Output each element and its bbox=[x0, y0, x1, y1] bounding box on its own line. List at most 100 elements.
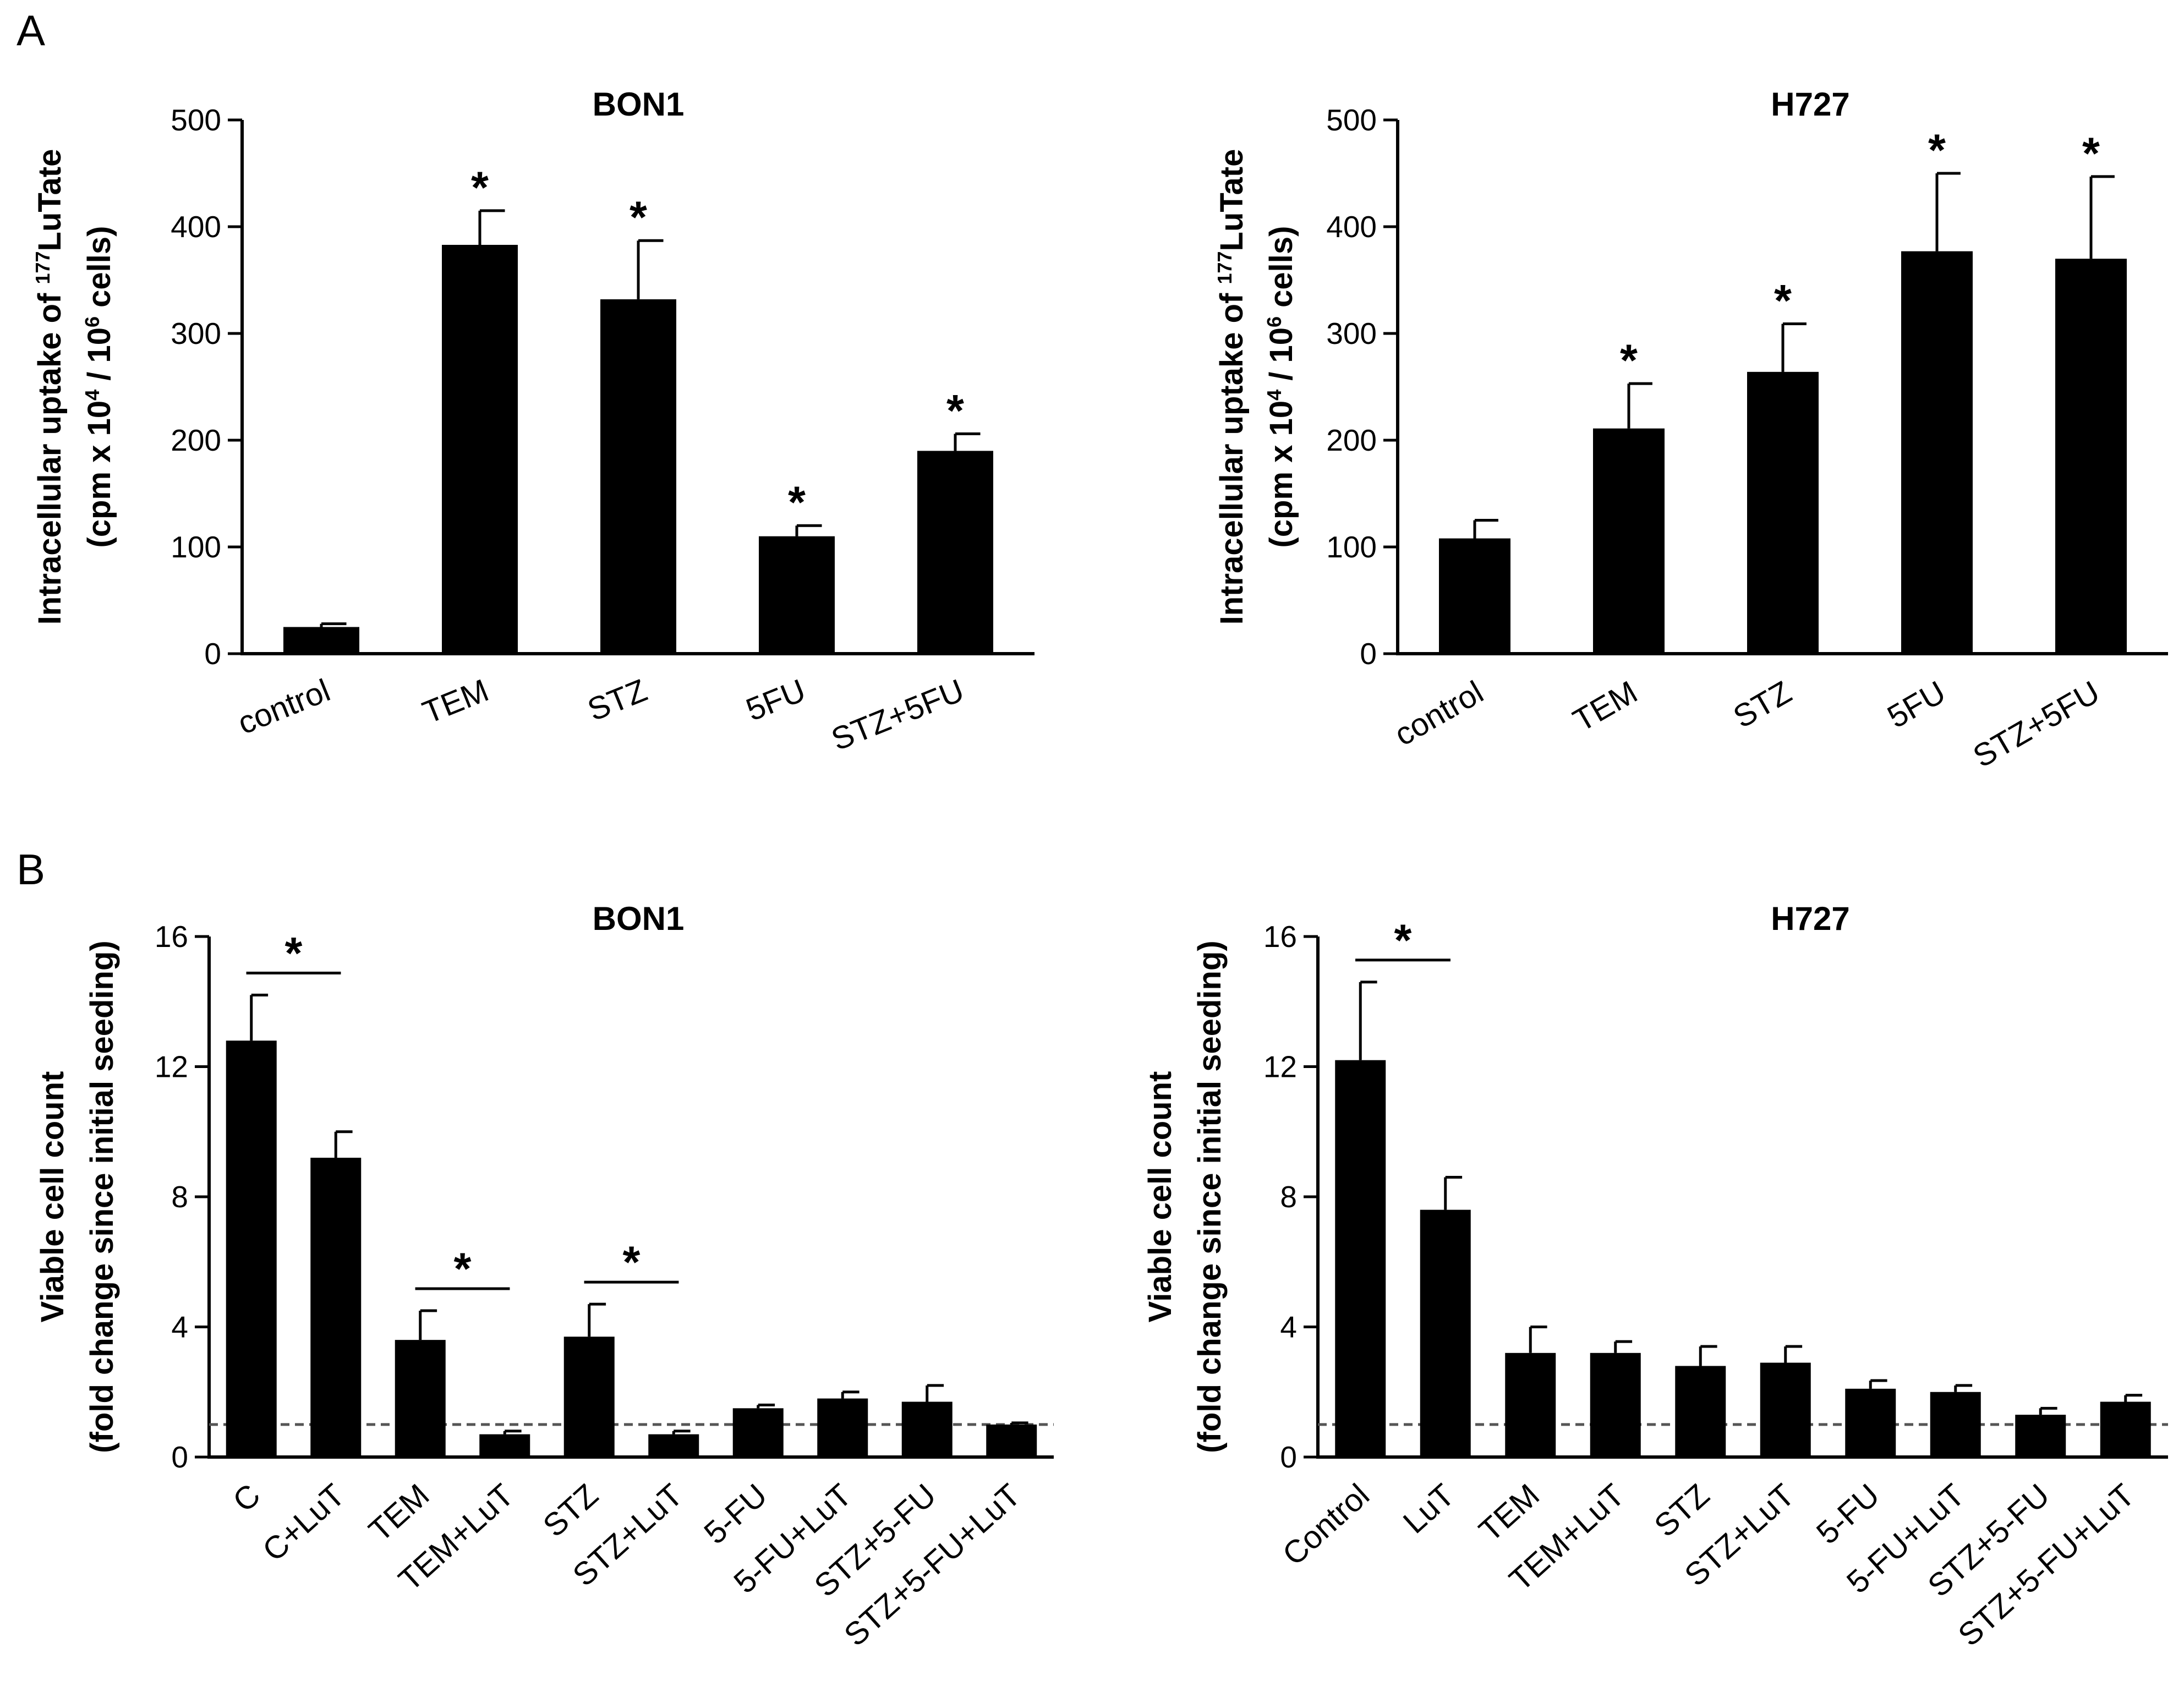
superscript: 6 bbox=[81, 316, 103, 327]
significance-star: * bbox=[1394, 916, 1412, 966]
label-text: (cpm x 10 bbox=[81, 401, 117, 548]
bar bbox=[395, 1340, 446, 1457]
bar bbox=[563, 1337, 615, 1457]
y-tick-label: 0 bbox=[171, 1440, 188, 1474]
y-axis-label-line2: (cpm x 104 / 106 cells) bbox=[1263, 226, 1300, 548]
y-tick-label: 16 bbox=[155, 919, 188, 954]
bar bbox=[2055, 259, 2127, 654]
bar bbox=[1335, 1060, 1386, 1457]
y-tick-label: 4 bbox=[171, 1310, 188, 1344]
superscript: 6 bbox=[1263, 316, 1285, 327]
significance-star: * bbox=[1774, 276, 1792, 326]
label-text: Intracellular uptake of bbox=[32, 284, 68, 625]
label-text: LuTate bbox=[1214, 149, 1250, 251]
chart-title: H727 bbox=[1771, 900, 1849, 937]
chart-title: BON1 bbox=[593, 86, 685, 123]
x-category-label: LuT bbox=[1397, 1477, 1462, 1540]
bar bbox=[600, 299, 676, 654]
bar bbox=[917, 451, 993, 654]
label-text: cells) bbox=[1263, 226, 1299, 316]
y-tick-label: 300 bbox=[1326, 316, 1377, 351]
y-tick-label: 0 bbox=[1280, 1440, 1297, 1474]
bar bbox=[226, 1041, 277, 1457]
label-text: Intracellular uptake of bbox=[1214, 284, 1250, 625]
significance-star: * bbox=[788, 478, 806, 528]
bar bbox=[817, 1398, 868, 1457]
y-axis-label-line2: (fold change since initial seeding) bbox=[1192, 940, 1228, 1453]
bar bbox=[759, 536, 835, 654]
significance-star: * bbox=[1620, 336, 1638, 386]
bar bbox=[1675, 1366, 1726, 1457]
bar bbox=[1747, 371, 1819, 654]
label-text: LuTate bbox=[32, 149, 68, 251]
significance-star: * bbox=[454, 1244, 472, 1294]
y-tick-label: 100 bbox=[1326, 530, 1377, 564]
superscript: 4 bbox=[81, 390, 103, 401]
bar bbox=[479, 1434, 530, 1457]
significance-star: * bbox=[946, 386, 964, 436]
significance-star: * bbox=[2082, 129, 2100, 179]
bar bbox=[310, 1158, 362, 1457]
y-axis-label-line1: Viable cell count bbox=[35, 1071, 70, 1323]
y-axis-label-line1: Intracellular uptake of 177LuTate bbox=[1213, 149, 1250, 625]
y-axis-label-line2: (cpm x 104 / 106 cells) bbox=[81, 226, 118, 548]
x-category-label: Control bbox=[1276, 1477, 1376, 1572]
significance-star: * bbox=[471, 163, 489, 213]
y-tick-label: 500 bbox=[171, 103, 221, 137]
significance-star: * bbox=[623, 1237, 641, 1288]
y-tick-label: 0 bbox=[1360, 637, 1377, 671]
y-tick-label: 300 bbox=[171, 316, 221, 351]
label-text: Viable cell count bbox=[35, 1071, 70, 1323]
x-category-label: STZ bbox=[1647, 1477, 1716, 1544]
label-text: cells) bbox=[81, 226, 117, 316]
y-axis-label-line1: Viable cell count bbox=[1142, 1071, 1178, 1323]
bar bbox=[1439, 538, 1510, 654]
bar bbox=[901, 1401, 953, 1457]
label-text: (fold change since initial seeding) bbox=[1192, 940, 1228, 1453]
superscript: 177 bbox=[1213, 251, 1236, 284]
y-tick-label: 12 bbox=[1263, 1050, 1297, 1084]
bar bbox=[986, 1424, 1037, 1457]
bar bbox=[2015, 1415, 2066, 1457]
y-tick-label: 400 bbox=[171, 210, 221, 244]
y-tick-label: 8 bbox=[1280, 1180, 1297, 1214]
chart-title: H727 bbox=[1771, 86, 1849, 123]
y-axis-label-line2: (fold change since initial seeding) bbox=[84, 940, 120, 1453]
label-text: (fold change since initial seeding) bbox=[84, 940, 120, 1453]
bar bbox=[1505, 1352, 1556, 1457]
panel-letter-b: B bbox=[17, 845, 46, 894]
significance-star: * bbox=[630, 193, 647, 243]
x-category-label: TEM bbox=[1472, 1477, 1546, 1548]
bar bbox=[1593, 428, 1665, 654]
bar bbox=[1901, 251, 1973, 654]
bar bbox=[648, 1434, 699, 1457]
significance-star: * bbox=[285, 928, 303, 978]
label-text: Viable cell count bbox=[1142, 1071, 1178, 1323]
bar bbox=[1590, 1352, 1641, 1457]
superscript: 4 bbox=[1263, 390, 1285, 401]
y-axis-label-line1: Intracellular uptake of 177LuTate bbox=[31, 149, 68, 625]
panel-letter-a: A bbox=[17, 6, 46, 54]
bar bbox=[2100, 1401, 2151, 1457]
bar bbox=[1420, 1209, 1471, 1457]
bar bbox=[442, 244, 518, 654]
y-tick-label: 16 bbox=[1263, 919, 1297, 954]
superscript: 177 bbox=[31, 251, 54, 284]
y-tick-label: 400 bbox=[1326, 210, 1377, 244]
bar bbox=[732, 1408, 784, 1457]
y-tick-label: 500 bbox=[1326, 103, 1377, 137]
y-tick-label: 200 bbox=[171, 423, 221, 457]
bar bbox=[283, 627, 359, 654]
label-text: (cpm x 10 bbox=[1263, 401, 1299, 548]
label-text: / 10 bbox=[1263, 327, 1299, 390]
bar bbox=[1930, 1392, 1981, 1457]
chart-title: BON1 bbox=[593, 900, 685, 937]
y-tick-label: 0 bbox=[204, 637, 221, 671]
x-category-label: 5-FU bbox=[1810, 1477, 1886, 1551]
label-text: / 10 bbox=[81, 327, 117, 390]
y-tick-label: 4 bbox=[1280, 1310, 1297, 1344]
